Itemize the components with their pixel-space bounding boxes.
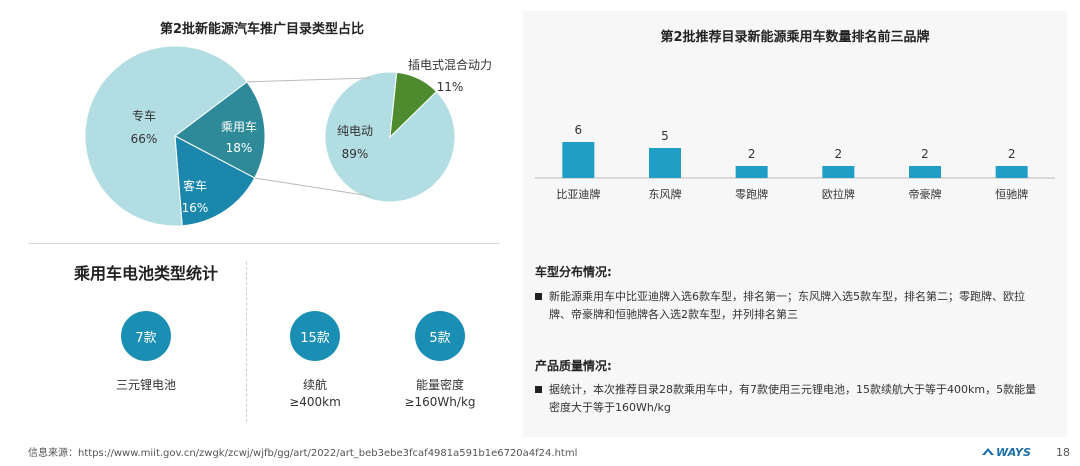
source-link[interactable]: 信息来源：https://www.miit.gov.cn/zwgk/zcwj/w… (28, 448, 578, 459)
bar-4 (909, 166, 941, 178)
connector-line (246, 77, 371, 83)
stat-label-ternary: 三元锂电池 (91, 377, 201, 394)
pie-value-bus: 16% (182, 201, 209, 215)
quality-text: 据统计，本次推荐目录28款乘用车中，有7款使用三元锂电池，15款续航大于等于40… (549, 383, 1037, 414)
bar-category-label: 比亚迪牌 (556, 187, 600, 201)
bar-1 (649, 148, 681, 178)
pie-slice-0 (84, 45, 248, 227)
stats-divider (246, 262, 247, 422)
bar-chart-title: 第2批推荐目录新能源乘用车数量排名前三品牌 (660, 30, 930, 45)
model-distribution-text: 新能源乘用车中比亚迪牌入选6款车型，排名第一；东风牌入选5款车型，排名第二；零跑… (549, 290, 1025, 321)
pie-value-special-vehicle: 66% (131, 132, 158, 146)
battery-section-title: 乘用车电池类型统计 (74, 264, 219, 283)
model-distribution-item: 新能源乘用车中比亚迪牌入选6款车型，排名第一；东风牌入选5款车型，排名第二；零跑… (535, 288, 1045, 324)
pie-label-bus: 客车 (183, 178, 207, 193)
pie-value-bev: 89% (342, 147, 369, 161)
bar-value-label: 2 (1008, 147, 1016, 161)
pie-value-passenger-car: 18% (226, 141, 253, 155)
pie-charts: 专车 66% 乘用车 18% 客车 16% 纯电动 89% 插电式混合动力 11% (84, 45, 492, 227)
ways-logo-icon (982, 448, 994, 455)
pie-chart-title: 第2批新能源汽车推广目录类型占比 (160, 22, 365, 37)
page-number: 18 (1056, 446, 1070, 459)
stat-circle-range: 15款 (290, 311, 340, 361)
pie-slice-1 (174, 81, 266, 179)
right-panel (523, 11, 1067, 437)
stat-circle-ternary: 7款 (121, 311, 171, 361)
bar-category-label: 帝豪牌 (909, 187, 942, 201)
pie-label-bev: 纯电动 (337, 124, 373, 138)
bar-value-label: 2 (921, 147, 929, 161)
stat-label-line2: ≥400km (289, 395, 341, 409)
stat-label-line2: ≥160Wh/kg (404, 395, 476, 409)
bar-category-label: 东风牌 (649, 187, 682, 201)
model-distribution-title: 车型分布情况: (535, 265, 612, 279)
bar-0 (562, 142, 595, 178)
stat-label-energy-density: 能量密度 ≥160Wh/kg (385, 377, 495, 411)
bullet-icon (535, 386, 542, 393)
bar-chart: 6 比亚迪牌 5 东风牌 2 零跑牌 2 欧拉牌 2 帝豪牌 2 恒驰牌 (535, 123, 1055, 201)
bar-category-label: 零跑牌 (735, 187, 768, 201)
bar-value-label: 2 (748, 147, 756, 161)
brand-logo: WAYS (996, 446, 1031, 459)
connector-line (254, 177, 371, 197)
pie-slice-2 (174, 135, 256, 227)
pie-value-phev: 11% (437, 80, 464, 94)
stat-circle-energy-density: 5款 (415, 311, 465, 361)
stat-label-line1: 能量密度 (415, 378, 464, 392)
pie-label-phev: 插电式混合动力 (408, 57, 492, 72)
stat-label-line1: 三元锂电池 (115, 378, 176, 392)
quality-title: 产品质量情况: (535, 359, 612, 373)
bullet-icon (535, 293, 542, 300)
bar-category-label: 欧拉牌 (822, 187, 855, 201)
bar-3 (822, 166, 855, 178)
pie-label-passenger-car: 乘用车 (221, 119, 257, 134)
pie2-slice-1 (389, 71, 438, 139)
bar-value-label: 6 (575, 123, 583, 137)
stat-label-range: 续航 ≥400km (260, 377, 370, 411)
bar-5 (995, 166, 1028, 178)
bar-2 (735, 166, 768, 178)
quality-item: 据统计，本次推荐目录28款乘用车中，有7款使用三元锂电池，15款续航大于等于40… (535, 381, 1045, 417)
bar-value-label: 2 (835, 147, 843, 161)
bar-value-label: 5 (661, 129, 669, 143)
section-divider (28, 243, 500, 244)
pie-label-special-vehicle: 专车 (132, 108, 156, 123)
bar-category-label: 恒驰牌 (995, 187, 1028, 201)
stat-label-line1: 续航 (302, 378, 327, 392)
